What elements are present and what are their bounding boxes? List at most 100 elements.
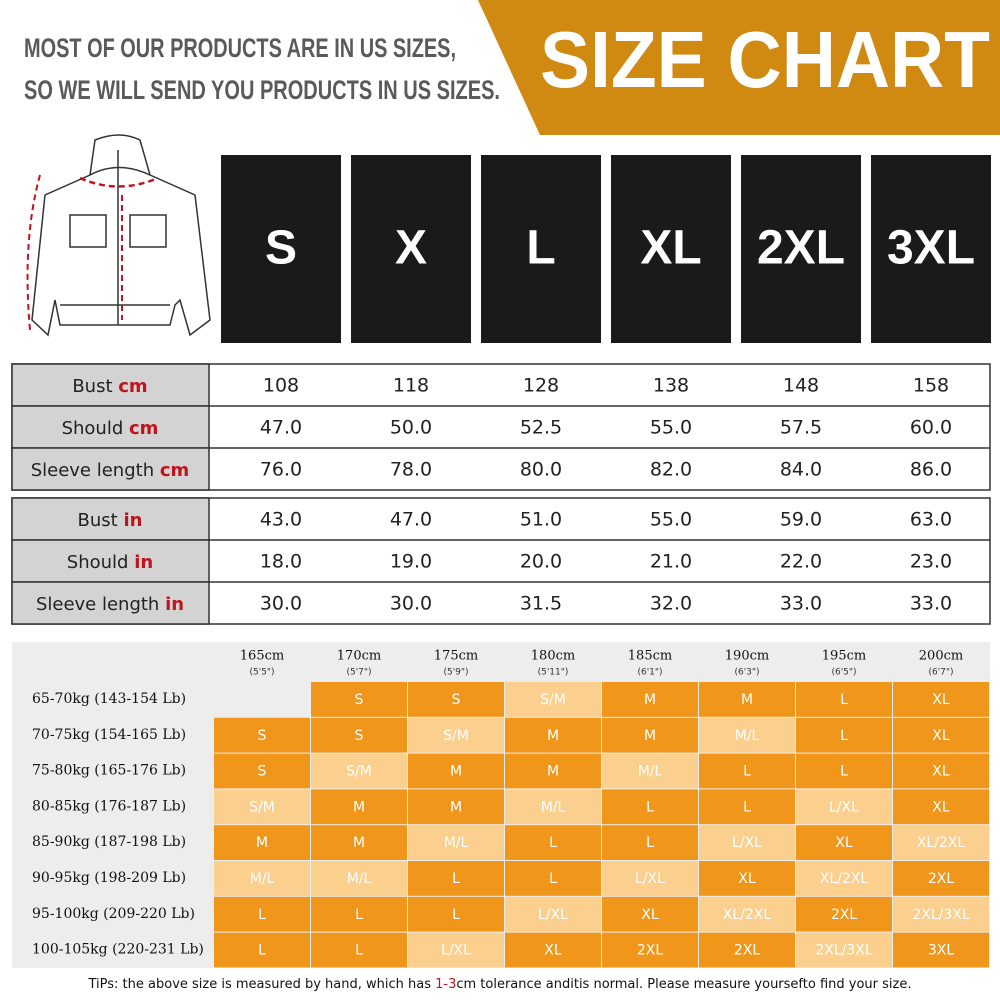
measurement: 60.0 bbox=[910, 417, 952, 439]
measurement: 128 bbox=[523, 375, 559, 397]
size-cell bbox=[893, 932, 989, 968]
size-cell bbox=[893, 682, 989, 717]
measurement: 32.0 bbox=[650, 593, 692, 615]
size-cell bbox=[893, 789, 989, 825]
size-cell-label: S/M bbox=[443, 728, 469, 744]
row-label-cell bbox=[11, 447, 210, 491]
height-ft: (5'5") bbox=[249, 668, 274, 678]
row-label-cell bbox=[11, 497, 210, 541]
row-label-cell bbox=[11, 581, 210, 625]
size-cell-label: L bbox=[549, 835, 557, 851]
measurement: 86.0 bbox=[910, 459, 952, 481]
size-cell bbox=[796, 825, 892, 860]
size-cell-label: M bbox=[644, 692, 656, 708]
size-cell-label: XL bbox=[641, 907, 659, 923]
size-cell-label: M bbox=[644, 728, 656, 744]
weight-label: 65-70kg (143-154 Lb) bbox=[32, 691, 186, 707]
measurement: 47.0 bbox=[390, 509, 432, 531]
measurement: 19.0 bbox=[390, 551, 432, 573]
row-label: Should in bbox=[67, 552, 153, 573]
size-cell bbox=[505, 932, 601, 968]
weight-label: 100-105kg (220-231 Lb) bbox=[32, 942, 204, 958]
size-cell bbox=[311, 682, 407, 717]
size-cell-label: XL/2XL bbox=[820, 871, 869, 887]
tip-highlight: 1-3 bbox=[435, 977, 456, 992]
row-unit: in bbox=[123, 510, 142, 531]
tip-text: cm tolerance anditis normal. Please meas… bbox=[456, 977, 911, 992]
weight-label: 95-100kg (209-220 Lb) bbox=[32, 906, 195, 922]
size-cell bbox=[602, 825, 698, 860]
size-box bbox=[351, 155, 471, 343]
size-cell bbox=[699, 717, 795, 753]
size-cell bbox=[505, 753, 601, 789]
row-label-text: Should bbox=[62, 418, 124, 439]
measurement: 43.0 bbox=[260, 509, 302, 531]
row-label-cell bbox=[11, 405, 210, 449]
size-label: 2XL bbox=[757, 222, 845, 275]
size-cell-label: XL bbox=[932, 692, 950, 708]
size-cell-label: M bbox=[450, 799, 462, 815]
size-cell-label: XL/2XL bbox=[917, 835, 966, 851]
weight-label: 75-80kg (165-176 Lb) bbox=[32, 763, 186, 779]
size-cell bbox=[311, 896, 407, 932]
measurement: 80.0 bbox=[520, 459, 562, 481]
size-cell-label: L bbox=[258, 907, 266, 923]
row-unit: in bbox=[165, 594, 184, 615]
height-ft: (6'7") bbox=[928, 668, 953, 678]
measurement: 50.0 bbox=[390, 417, 432, 439]
measurement: 76.0 bbox=[260, 459, 302, 481]
title: SIZE CHART bbox=[540, 15, 990, 104]
row-unit: cm bbox=[118, 376, 147, 397]
size-cell-label: S bbox=[355, 728, 364, 744]
size-cell-label: XL bbox=[738, 871, 756, 887]
measurement: 78.0 bbox=[390, 459, 432, 481]
measurement: 138 bbox=[653, 375, 689, 397]
row-label-text: Sleeve length bbox=[31, 460, 154, 481]
row-unit: cm bbox=[129, 418, 158, 439]
measurement: 108 bbox=[263, 375, 299, 397]
size-cell bbox=[505, 861, 601, 896]
size-cell-label: M/L bbox=[735, 728, 760, 744]
measurement: 18.0 bbox=[260, 551, 302, 573]
height-cm: 175cm bbox=[434, 649, 478, 664]
size-cell-label: L bbox=[743, 799, 751, 815]
size-cell-label: L bbox=[452, 871, 460, 887]
size-cell bbox=[311, 932, 407, 968]
weight-label: 80-85kg (176-187 Lb) bbox=[32, 798, 186, 814]
measurement: 118 bbox=[393, 375, 429, 397]
measurement: 55.0 bbox=[650, 509, 692, 531]
size-cell bbox=[408, 753, 504, 789]
size-cell-label: L bbox=[840, 728, 848, 744]
measurement: 30.0 bbox=[390, 593, 432, 615]
measurement: 63.0 bbox=[910, 509, 952, 531]
size-label: L bbox=[526, 222, 555, 275]
size-cell bbox=[214, 861, 310, 896]
size-cell bbox=[699, 682, 795, 717]
sleeve-marker bbox=[26, 174, 41, 331]
size-cell bbox=[699, 861, 795, 896]
size-label: X bbox=[395, 222, 427, 275]
size-cell bbox=[214, 896, 310, 932]
size-cell-label: 3XL bbox=[928, 943, 954, 959]
notice-line: MOST OF OUR PRODUCTS ARE IN US SIZES, bbox=[24, 33, 456, 63]
size-cell bbox=[796, 717, 892, 753]
height-ft: (6'5") bbox=[831, 668, 856, 678]
size-cell-label: 2XL bbox=[637, 943, 663, 959]
size-cell-label: XL bbox=[835, 835, 853, 851]
measurement: 59.0 bbox=[780, 509, 822, 531]
height-cm: 185cm bbox=[628, 649, 672, 664]
size-cell bbox=[505, 717, 601, 753]
size-cell bbox=[214, 932, 310, 968]
size-cell bbox=[214, 825, 310, 860]
size-cell bbox=[408, 789, 504, 825]
size-cell bbox=[311, 789, 407, 825]
measurement: 84.0 bbox=[780, 459, 822, 481]
size-cell bbox=[602, 789, 698, 825]
measurement: 21.0 bbox=[650, 551, 692, 573]
size-cell bbox=[893, 861, 989, 896]
height-ft: (5'11") bbox=[538, 668, 569, 678]
height-ft: (6'1") bbox=[637, 668, 662, 678]
row-unit: cm bbox=[160, 460, 189, 481]
size-cell-label: L bbox=[646, 835, 654, 851]
